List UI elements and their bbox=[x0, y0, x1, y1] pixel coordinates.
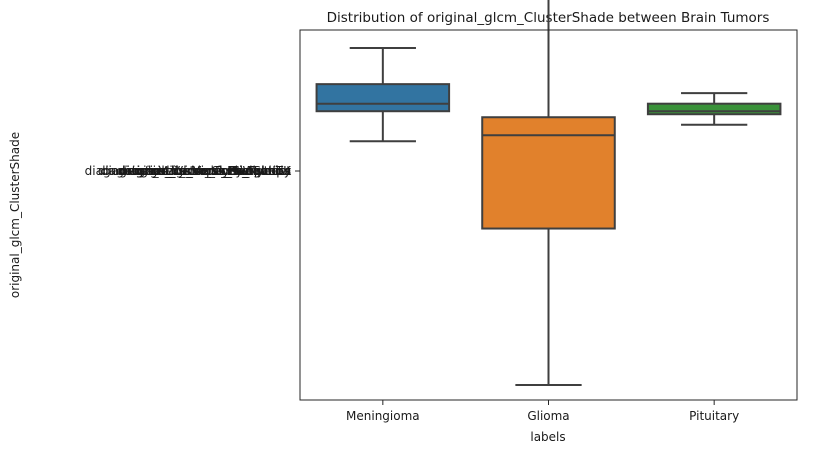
y-tick-label: diagnostics_Versions_Numpy bbox=[118, 164, 291, 178]
box-glioma bbox=[481, 0, 616, 386]
x-tick-label-glioma: Glioma bbox=[527, 409, 569, 423]
iqr-box-pituitary bbox=[646, 102, 782, 116]
y-tick-label: diagnostics_Versions_Python bbox=[119, 164, 291, 178]
y-axis-label: original_glcm_ClusterShade bbox=[8, 132, 22, 298]
y-axis-overlapping-labels: diagnostics_Versions_PyRadiomicsdiagnost… bbox=[85, 164, 292, 178]
y-tick-label: original_shape_Elongation bbox=[134, 164, 291, 178]
x-axis-ticks: Meningioma Glioma Pituitary bbox=[346, 400, 739, 423]
box-meningioma bbox=[315, 47, 451, 143]
y-tick-label: original_glcm_ClusterShade bbox=[125, 164, 291, 178]
y-tick-label: diagnostics_Versions_SimpleITK bbox=[101, 164, 292, 178]
x-tick-label-pituitary: Pituitary bbox=[689, 409, 739, 423]
box-pituitary bbox=[646, 92, 782, 126]
y-tick-label: diagnostics_Versions_PyWavelet bbox=[98, 164, 291, 178]
x-tick-label-meningioma: Meningioma bbox=[346, 409, 420, 423]
iqr-box-meningioma bbox=[315, 83, 451, 113]
y-tick-label: diagnostics_Versions_PyRadiomics bbox=[85, 164, 291, 178]
y-tick-label: original_firstorder_Skewness bbox=[120, 164, 291, 178]
iqr-box-glioma bbox=[481, 116, 616, 230]
boxes-group bbox=[315, 0, 782, 386]
x-axis-label: labels bbox=[530, 430, 565, 444]
